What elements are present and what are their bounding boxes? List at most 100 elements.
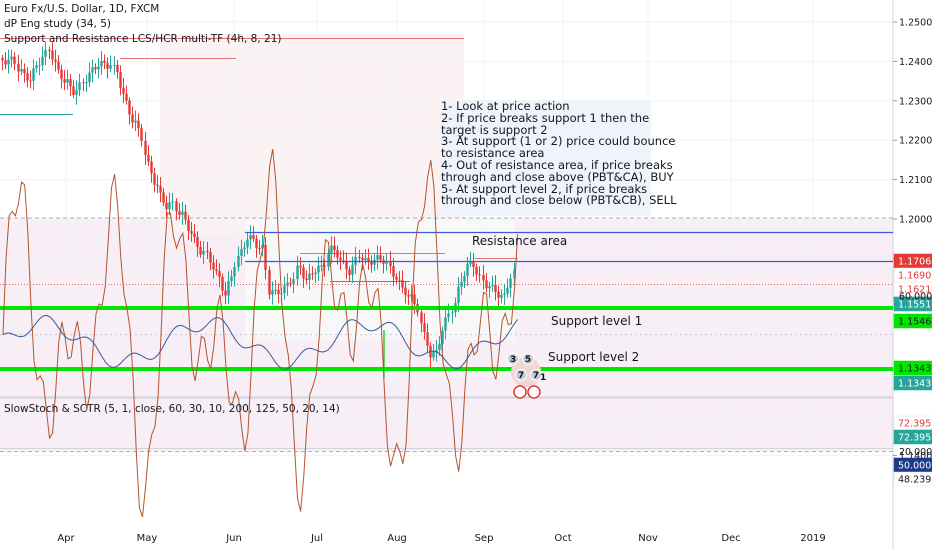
candle-body bbox=[187, 219, 190, 232]
candle-body bbox=[212, 262, 215, 270]
candle-body bbox=[277, 289, 280, 294]
candle-body bbox=[451, 312, 454, 314]
candle-body bbox=[113, 64, 116, 66]
candle-body bbox=[438, 343, 441, 350]
candle-body bbox=[410, 294, 413, 297]
candle-body bbox=[370, 260, 373, 265]
note-line: 3- At support (1 or 2) price could bounc… bbox=[441, 134, 676, 149]
candle-body bbox=[60, 69, 63, 80]
candle-body bbox=[224, 290, 227, 296]
candle-body bbox=[184, 211, 187, 220]
candle-body bbox=[435, 349, 438, 352]
candle-body bbox=[88, 72, 91, 83]
candle-body bbox=[255, 238, 258, 248]
candle-body bbox=[72, 86, 75, 95]
candle-body bbox=[252, 235, 255, 239]
candle-body bbox=[488, 286, 491, 289]
price-marker-label: 1.16212 bbox=[898, 285, 932, 296]
symbol-title[interactable]: Euro Fx/U.S. Dollar, 1D, FXCM bbox=[4, 3, 160, 15]
candle-body bbox=[292, 279, 295, 284]
candle-body bbox=[373, 259, 376, 265]
candle-body bbox=[494, 284, 497, 292]
candle-body bbox=[140, 128, 143, 141]
candle-body bbox=[165, 202, 168, 210]
candle-body bbox=[314, 272, 317, 275]
candle-body bbox=[144, 140, 147, 155]
note-line: through and close above (PBT&CA), BUY bbox=[441, 169, 674, 184]
candle-body bbox=[156, 184, 159, 187]
price-marker-label: 1.15464 bbox=[898, 317, 932, 328]
candle-body bbox=[41, 56, 44, 66]
candle-body bbox=[513, 269, 516, 279]
price-tick-label: 1.23000 bbox=[899, 96, 932, 107]
candle-body bbox=[308, 273, 311, 280]
candle-body bbox=[497, 291, 500, 298]
price-marker-label: 1.13439 bbox=[898, 364, 932, 375]
event-badge-count: 5 bbox=[525, 355, 531, 365]
candle-body bbox=[354, 256, 357, 265]
candle-body bbox=[78, 82, 81, 90]
event-badge-icon[interactable] bbox=[530, 369, 542, 381]
candle-body bbox=[162, 192, 165, 203]
candle-body bbox=[317, 265, 320, 273]
candle-body bbox=[54, 59, 57, 62]
candle-body bbox=[506, 287, 509, 294]
candle-body bbox=[103, 60, 106, 63]
candle-body bbox=[296, 265, 299, 280]
candle-body bbox=[423, 323, 426, 333]
event-badge-icon[interactable] bbox=[507, 353, 519, 365]
price-marker-box bbox=[893, 360, 932, 376]
candle-body bbox=[485, 280, 488, 289]
event-badge-icon[interactable] bbox=[522, 353, 534, 365]
candle-body bbox=[258, 247, 261, 249]
candle-body bbox=[432, 351, 435, 358]
price-marker-box bbox=[893, 375, 932, 391]
candle-body bbox=[106, 62, 109, 69]
event-badge-icon[interactable] bbox=[515, 369, 527, 381]
flag-icon[interactable] bbox=[527, 385, 541, 399]
candle-body bbox=[230, 276, 233, 282]
candle-body bbox=[168, 202, 171, 210]
candle-body bbox=[348, 269, 351, 275]
candle-body bbox=[361, 258, 364, 261]
osc-marker-label: 48.2397 bbox=[898, 475, 932, 486]
note-line: 1- Look at price action bbox=[441, 99, 570, 113]
price-marker-label: 1.15515 bbox=[898, 300, 932, 311]
candle-body bbox=[91, 67, 94, 73]
candle-body bbox=[227, 281, 230, 296]
candle-body bbox=[283, 285, 286, 294]
candle-body bbox=[38, 65, 41, 67]
candle-body bbox=[398, 279, 401, 281]
event-badge-count: 7 bbox=[518, 371, 524, 381]
candle-body bbox=[268, 270, 271, 295]
event-badge-count: 3 bbox=[510, 355, 516, 365]
candle-body bbox=[509, 278, 512, 288]
candle-body bbox=[122, 87, 125, 94]
price-tick-label: 1.21000 bbox=[899, 175, 932, 186]
candle-body bbox=[333, 245, 336, 250]
candle-body bbox=[447, 313, 450, 318]
candle-body bbox=[466, 263, 469, 276]
candle-body bbox=[137, 120, 140, 129]
candle-body bbox=[128, 100, 131, 115]
flag-icon[interactable] bbox=[513, 385, 527, 399]
note-line: 5- At support level 2, if price breaks bbox=[441, 181, 648, 196]
study-label-support-resistance[interactable]: Support and Resistance LCS/HCR multi-TF … bbox=[4, 33, 282, 45]
price-marker-label: 1.17068 bbox=[898, 257, 932, 268]
candle-body bbox=[7, 59, 10, 65]
study-label-dp-eng[interactable]: dP Eng study (34, 5) bbox=[4, 18, 111, 30]
price-tick-label: 1.25000 bbox=[899, 18, 932, 29]
candle-body bbox=[261, 244, 264, 249]
candle-body bbox=[420, 312, 423, 324]
candle-body bbox=[482, 275, 485, 281]
oscillator-label[interactable]: SlowStoch & SCTR (5, 1, close, 60, 30, 1… bbox=[4, 403, 340, 415]
candle-body bbox=[358, 256, 361, 259]
candle-body bbox=[478, 274, 481, 276]
candle-body bbox=[264, 244, 267, 271]
candle-body bbox=[75, 89, 78, 95]
osc-tick-label: 20.0000 bbox=[899, 447, 932, 458]
time-axis-label: Dec bbox=[721, 533, 740, 544]
candle-body bbox=[457, 286, 460, 303]
